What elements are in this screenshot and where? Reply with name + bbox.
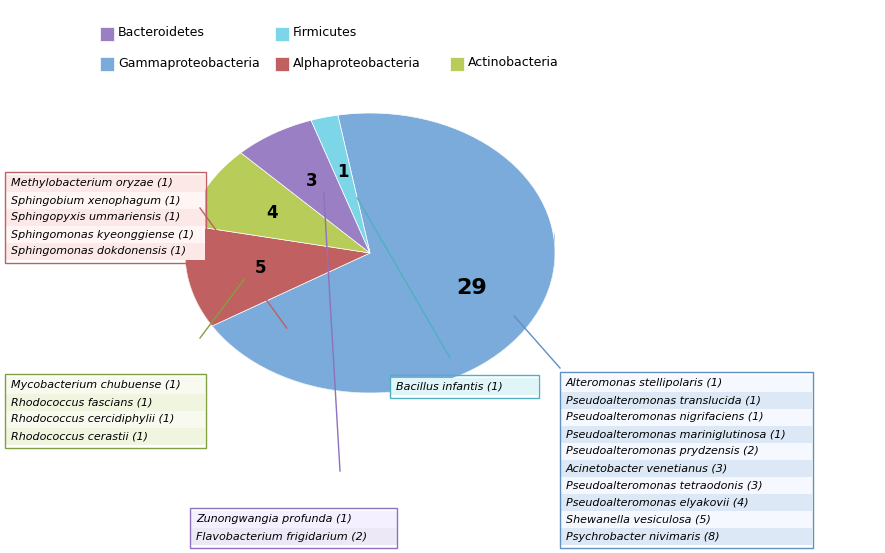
Bar: [390, 375, 538, 398]
Bar: [560, 494, 812, 511]
Text: 5: 5: [255, 259, 266, 276]
Bar: [5, 377, 205, 394]
Text: 29: 29: [456, 278, 487, 298]
Text: Sphingomonas dokdonensis (1): Sphingomonas dokdonensis (1): [11, 247, 186, 257]
Text: Psychrobacter nivimaris (8): Psychrobacter nivimaris (8): [566, 531, 720, 541]
Text: Sphingomonas kyeonggiense (1): Sphingomonas kyeonggiense (1): [11, 229, 194, 239]
Bar: [5, 192, 205, 209]
Text: Methylobacterium oryzae (1): Methylobacterium oryzae (1): [11, 179, 173, 189]
Polygon shape: [189, 153, 370, 253]
Bar: [5, 209, 205, 226]
Text: 4: 4: [266, 204, 278, 222]
Bar: [100, 27, 114, 41]
Text: Shewanella vesiculosa (5): Shewanella vesiculosa (5): [566, 514, 711, 524]
Bar: [560, 460, 812, 477]
Polygon shape: [185, 228, 212, 326]
Bar: [5, 243, 205, 260]
Bar: [390, 378, 538, 395]
Bar: [560, 409, 812, 426]
Text: Rhodococcus cercidiphylii (1): Rhodococcus cercidiphylii (1): [11, 415, 174, 425]
Text: Alteromonas stellipolaris (1): Alteromonas stellipolaris (1): [566, 378, 723, 389]
Text: Rhodococcus cerastii (1): Rhodococcus cerastii (1): [11, 431, 148, 441]
Bar: [560, 528, 812, 545]
Bar: [560, 443, 812, 460]
Bar: [275, 57, 289, 71]
Bar: [560, 392, 812, 409]
Bar: [190, 511, 396, 528]
Text: Pseudoalteromonas nigrifaciens (1): Pseudoalteromonas nigrifaciens (1): [566, 413, 764, 422]
Text: Pseudoalteromonas prydzensis (2): Pseudoalteromonas prydzensis (2): [566, 446, 758, 456]
Text: Bacteroidetes: Bacteroidetes: [118, 27, 204, 39]
Bar: [5, 172, 205, 263]
Bar: [100, 57, 114, 71]
Bar: [275, 27, 289, 41]
Polygon shape: [241, 121, 370, 253]
Text: Pseudoalteromonas mariniglutinosa (1): Pseudoalteromonas mariniglutinosa (1): [566, 430, 786, 440]
Polygon shape: [185, 225, 370, 326]
Bar: [5, 226, 205, 243]
Text: Bacillus infantis (1): Bacillus infantis (1): [396, 382, 503, 392]
Polygon shape: [312, 115, 370, 253]
Bar: [5, 394, 205, 411]
Text: Flavobacterium frigidarium (2): Flavobacterium frigidarium (2): [196, 531, 367, 541]
Text: Mycobacterium chubuense (1): Mycobacterium chubuense (1): [11, 380, 181, 390]
Bar: [190, 508, 397, 548]
Text: Actinobacteria: Actinobacteria: [468, 56, 558, 70]
Polygon shape: [212, 113, 555, 393]
Bar: [5, 374, 205, 448]
Text: Pseudoalteromonas elyakovii (4): Pseudoalteromonas elyakovii (4): [566, 498, 749, 508]
Text: Gammaproteobacteria: Gammaproteobacteria: [118, 56, 260, 70]
Bar: [560, 477, 812, 494]
Text: Rhodococcus fascians (1): Rhodococcus fascians (1): [11, 398, 152, 408]
Text: 1: 1: [337, 163, 349, 181]
Bar: [560, 426, 812, 443]
Text: Acinetobacter venetianus (3): Acinetobacter venetianus (3): [566, 463, 728, 473]
Polygon shape: [212, 231, 555, 393]
Text: Pseudoalteromonas translucida (1): Pseudoalteromonas translucida (1): [566, 395, 761, 405]
Bar: [450, 57, 464, 71]
Bar: [5, 411, 205, 428]
Bar: [5, 175, 205, 192]
Text: Pseudoalteromonas tetraodonis (3): Pseudoalteromonas tetraodonis (3): [566, 481, 763, 491]
Bar: [560, 375, 812, 392]
Bar: [560, 511, 812, 528]
Text: Firmicutes: Firmicutes: [293, 27, 358, 39]
Bar: [190, 528, 396, 545]
Text: 3: 3: [306, 173, 318, 190]
Text: Sphingopyxis ummariensis (1): Sphingopyxis ummariensis (1): [11, 212, 181, 222]
Text: Zunongwangia profunda (1): Zunongwangia profunda (1): [196, 514, 352, 524]
Bar: [5, 428, 205, 445]
Text: Alphaproteobacteria: Alphaproteobacteria: [293, 56, 420, 70]
Text: Sphingobium xenophagum (1): Sphingobium xenophagum (1): [11, 196, 181, 206]
Bar: [560, 372, 812, 548]
